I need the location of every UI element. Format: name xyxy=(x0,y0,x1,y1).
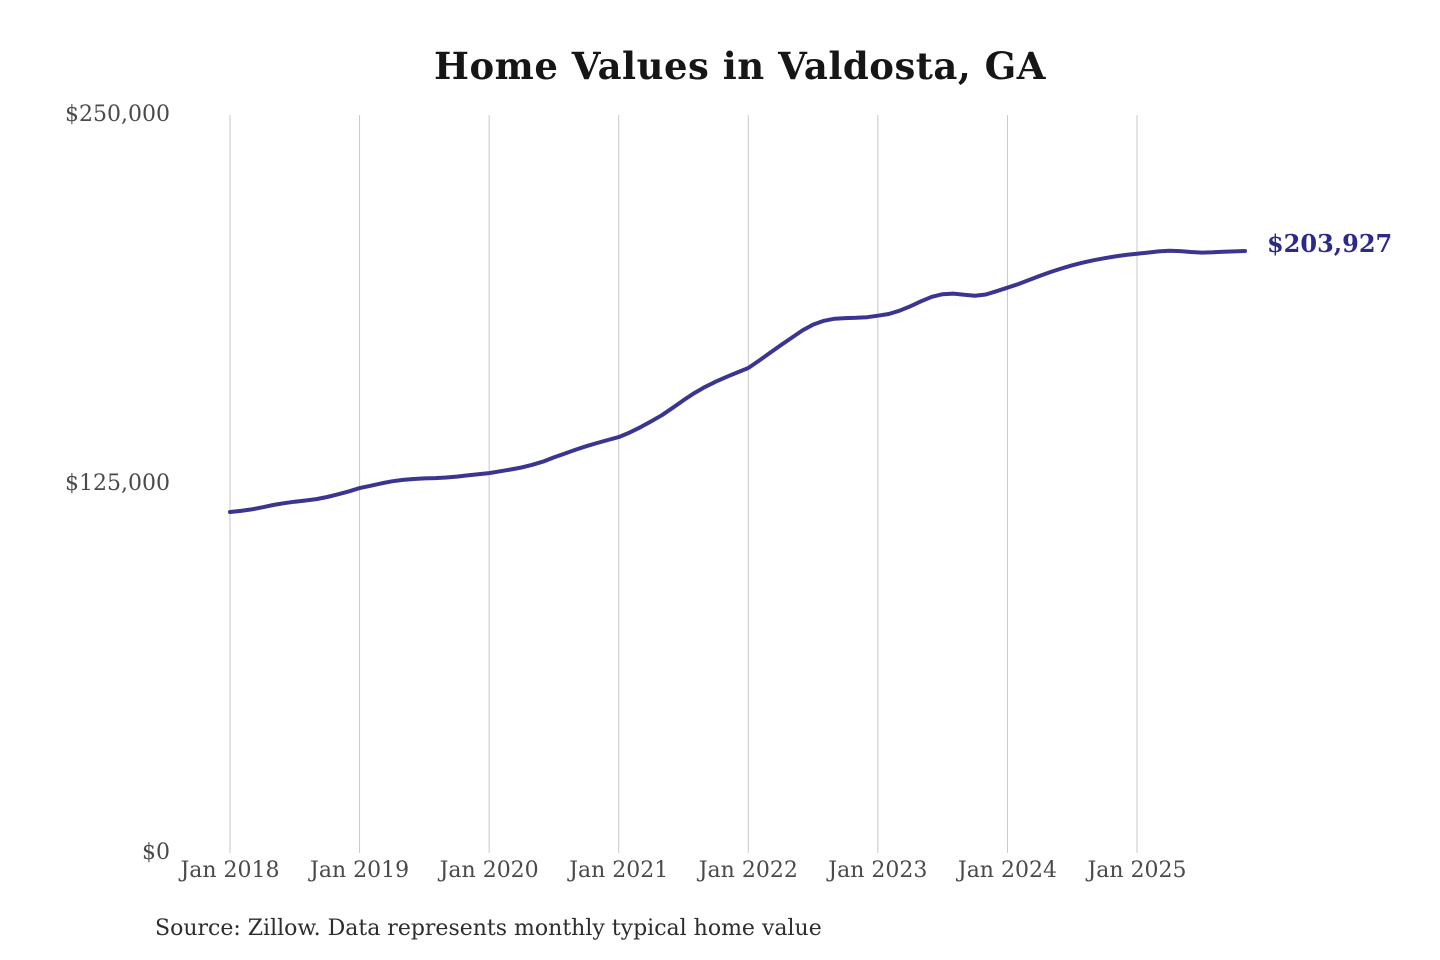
source-note: Source: Zillow. Data represents monthly … xyxy=(155,916,822,941)
chart-title: Home Values in Valdosta, GA xyxy=(434,44,1046,88)
home-value-line xyxy=(228,248,1247,514)
y-tick-label: $250,000 xyxy=(65,102,170,127)
x-tick-label: Jan 2018 xyxy=(180,858,280,883)
x-tick-label: Jan 2024 xyxy=(957,858,1057,883)
end-value-label: $203,927 xyxy=(1266,229,1393,258)
vertical-gridlines xyxy=(229,115,1138,853)
x-tick-label: Jan 2021 xyxy=(569,858,669,883)
x-tick-label: Jan 2022 xyxy=(698,858,798,883)
x-tick-label: Jan 2025 xyxy=(1087,858,1187,883)
x-tick-label: Jan 2023 xyxy=(828,858,928,883)
x-tick-label: Jan 2020 xyxy=(439,858,539,883)
x-tick-label: Jan 2019 xyxy=(310,858,410,883)
y-tick-label: $0 xyxy=(142,840,170,865)
y-tick-label: $125,000 xyxy=(65,471,170,496)
